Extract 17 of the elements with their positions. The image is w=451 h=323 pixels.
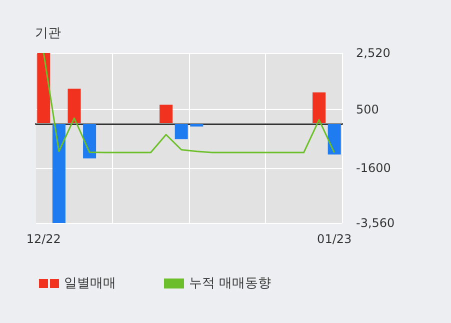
bar [174, 123, 188, 140]
y-tick-label: 500 [356, 102, 379, 116]
y-tick-label: 2,520 [356, 46, 390, 60]
y-tick-label: -3,560 [356, 216, 395, 230]
x-tick-label: 12/22 [26, 232, 61, 246]
bar [68, 88, 81, 124]
bar [52, 123, 66, 223]
bar [37, 53, 50, 124]
x-tick-label: 01/23 [317, 232, 352, 246]
legend-label: 누적 매매동향 [189, 276, 272, 291]
chart-title: 기관 [35, 26, 61, 41]
bar [312, 92, 326, 124]
legend-label: 일별매매 [64, 276, 116, 291]
bar [328, 123, 341, 154]
line-series [42, 52, 336, 154]
y-tick-label: -1600 [356, 161, 391, 176]
bar [160, 104, 173, 124]
